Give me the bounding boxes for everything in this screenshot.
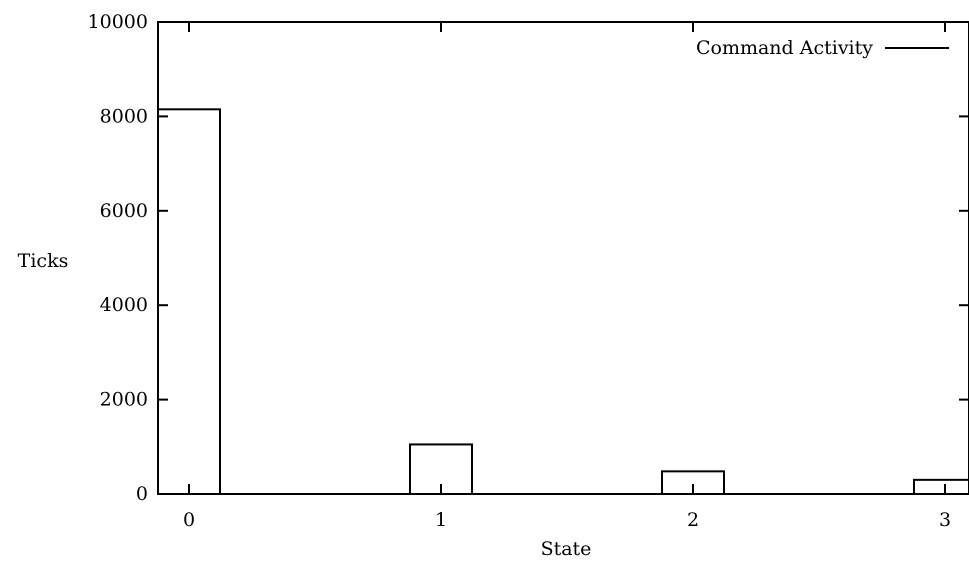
- y-tick-label: 6000: [100, 200, 148, 222]
- x-tick-label: 0: [183, 509, 195, 531]
- x-tick-label: 2: [687, 509, 699, 531]
- y-axis-ticks: 0 2000 4000 6000 8000 10000: [88, 11, 969, 505]
- plot-area-frame: [157, 21, 969, 495]
- y-axis-label: Ticks: [18, 250, 69, 272]
- x-tick-label: 3: [939, 509, 951, 531]
- legend: Command Activity: [696, 37, 949, 59]
- bars-group: [157, 108, 969, 496]
- bar-state-2: [661, 470, 725, 495]
- bar-state-3: [913, 478, 969, 495]
- y-tick-label: 8000: [100, 105, 148, 127]
- y-tick-label: 2000: [100, 389, 148, 411]
- bar-state-0: [157, 108, 221, 495]
- y-tick-label: 4000: [100, 294, 148, 316]
- x-axis-ticks: 0 1 2 3: [183, 22, 951, 531]
- bar-state-1: [409, 443, 473, 496]
- x-axis-label: State: [541, 538, 592, 560]
- legend-label: Command Activity: [696, 37, 873, 59]
- y-tick-label: 0: [136, 483, 148, 505]
- y-tick-label: 10000: [88, 11, 148, 33]
- x-tick-label: 1: [435, 509, 447, 531]
